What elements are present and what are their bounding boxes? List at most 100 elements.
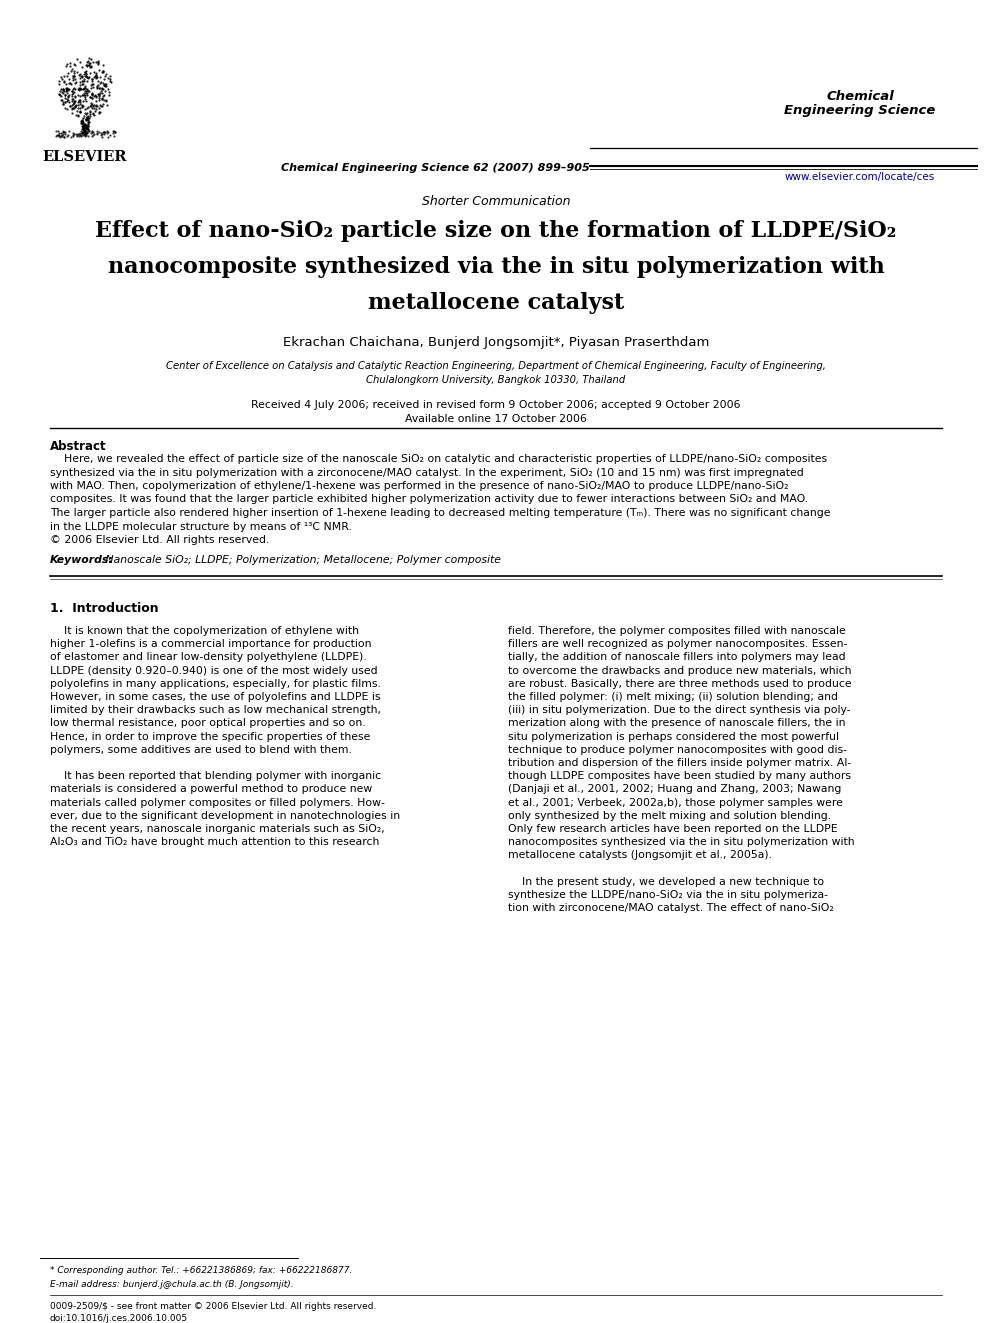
Point	[66, 65, 82, 86]
Point	[68, 94, 84, 115]
Text: Nanoscale SiO₂; LLDPE; Polymerization; Metallocene; Polymer composite: Nanoscale SiO₂; LLDPE; Polymerization; M…	[102, 556, 501, 565]
Text: doi:10.1016/j.ces.2006.10.005: doi:10.1016/j.ces.2006.10.005	[50, 1314, 188, 1323]
Point	[107, 120, 123, 142]
Point	[75, 115, 91, 136]
Point	[59, 77, 74, 98]
Point	[86, 66, 102, 87]
Point	[65, 123, 81, 144]
Text: et al., 2001; Verbeek, 2002a,b), those polymer samples were: et al., 2001; Verbeek, 2002a,b), those p…	[508, 798, 843, 807]
Point	[51, 70, 66, 91]
Point	[83, 94, 99, 115]
Point	[81, 86, 97, 107]
Point	[84, 124, 100, 146]
Point	[51, 73, 66, 94]
Point	[77, 126, 93, 147]
Point	[55, 82, 70, 103]
Point	[62, 120, 77, 142]
Text: composites. It was found that the larger particle exhibited higher polymerizatio: composites. It was found that the larger…	[50, 495, 808, 504]
Point	[82, 48, 98, 69]
Text: LLDPE (density 0.920–0.940) is one of the most widely used: LLDPE (density 0.920–0.940) is one of th…	[50, 665, 378, 676]
Point	[64, 82, 80, 103]
Text: tially, the addition of nanoscale fillers into polymers may lead: tially, the addition of nanoscale filler…	[508, 652, 845, 663]
Point	[96, 85, 112, 106]
Point	[89, 78, 105, 99]
Text: Chulalongkorn University, Bangkok 10330, Thailand: Chulalongkorn University, Bangkok 10330,…	[366, 374, 626, 385]
Point	[74, 79, 90, 101]
Point	[91, 60, 107, 81]
Point	[77, 124, 93, 146]
Point	[54, 124, 69, 146]
Point	[80, 126, 96, 147]
Point	[66, 69, 82, 90]
Point	[84, 98, 100, 119]
Point	[61, 79, 76, 101]
Point	[91, 78, 107, 99]
Point	[77, 122, 93, 143]
Point	[65, 67, 81, 89]
Point	[64, 89, 80, 110]
Point	[85, 124, 101, 146]
Point	[67, 97, 83, 118]
Point	[88, 95, 104, 116]
Point	[93, 78, 109, 99]
Point	[82, 62, 98, 83]
Point	[71, 123, 87, 144]
Point	[72, 98, 88, 119]
Point	[78, 107, 94, 128]
Text: E-mail address: bunjerd.j@chula.ac.th (B. Jongsomjit).: E-mail address: bunjerd.j@chula.ac.th (B…	[50, 1279, 294, 1289]
Text: to overcome the drawbacks and produce new materials, which: to overcome the drawbacks and produce ne…	[508, 665, 851, 676]
Point	[71, 78, 87, 99]
Point	[71, 101, 87, 122]
Point	[75, 91, 91, 112]
Text: nanocomposite synthesized via the in situ polymerization with: nanocomposite synthesized via the in sit…	[107, 255, 885, 278]
Point	[74, 124, 90, 146]
Point	[80, 97, 96, 118]
Point	[74, 70, 90, 91]
Point	[72, 94, 88, 115]
Point	[90, 70, 106, 91]
Point	[69, 123, 85, 144]
Point	[70, 97, 86, 118]
Point	[78, 98, 94, 119]
Point	[49, 120, 64, 142]
Point	[59, 79, 74, 101]
Point	[77, 78, 93, 99]
Point	[63, 85, 79, 106]
Point	[65, 77, 81, 98]
Point	[59, 90, 74, 111]
Point	[60, 98, 75, 119]
Point	[56, 126, 71, 147]
Point	[91, 101, 107, 122]
Point	[78, 81, 94, 102]
Point	[51, 83, 66, 105]
Point	[79, 78, 95, 99]
Point	[74, 65, 90, 86]
Text: metallocene catalyst: metallocene catalyst	[368, 292, 624, 314]
Point	[76, 114, 92, 135]
Point	[84, 69, 100, 90]
Text: Received 4 July 2006; received in revised form 9 October 2006; accepted 9 Octobe: Received 4 July 2006; received in revise…	[251, 400, 741, 410]
Point	[69, 124, 85, 146]
Point	[77, 61, 93, 82]
Point	[74, 116, 90, 138]
Point	[67, 85, 83, 106]
Point	[84, 85, 100, 106]
Point	[95, 62, 111, 83]
Point	[83, 87, 99, 108]
Point	[78, 116, 94, 138]
Point	[76, 77, 92, 98]
Point	[69, 91, 85, 112]
Point	[84, 83, 100, 105]
Text: polyolefins in many applications, especially, for plastic films.: polyolefins in many applications, especi…	[50, 679, 381, 689]
Point	[62, 73, 77, 94]
Point	[87, 65, 103, 86]
Point	[56, 78, 71, 99]
Point	[85, 95, 101, 116]
Point	[80, 114, 96, 135]
Point	[82, 53, 98, 74]
Point	[94, 61, 110, 82]
Point	[60, 78, 75, 99]
Point	[75, 95, 91, 116]
Point	[72, 78, 88, 99]
Text: However, in some cases, the use of polyolefins and LLDPE is: However, in some cases, the use of polyo…	[50, 692, 381, 703]
